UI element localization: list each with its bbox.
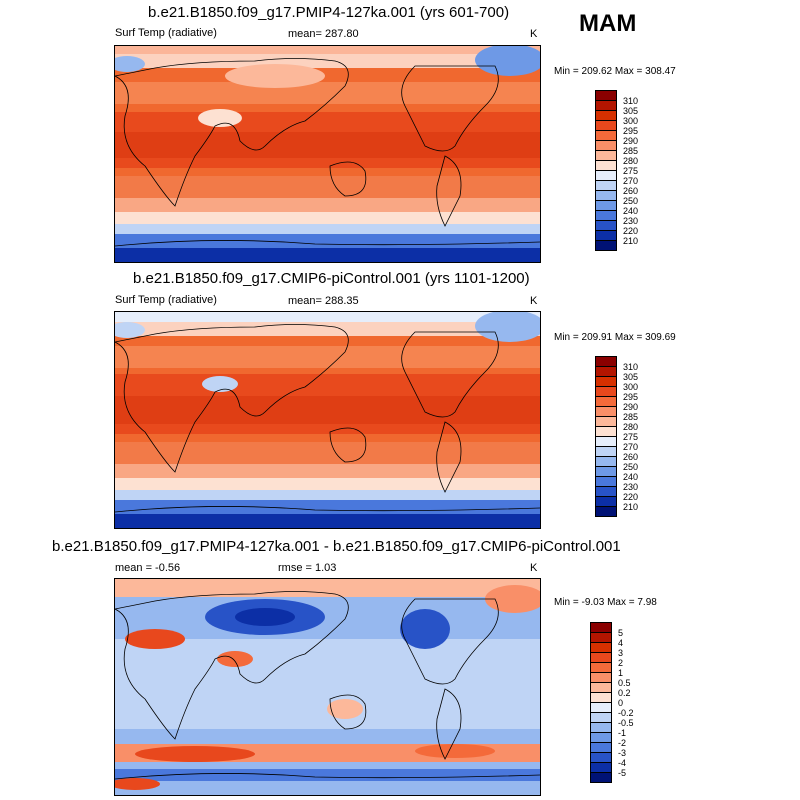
season-label: MAM xyxy=(579,10,637,37)
panel-1-map xyxy=(114,45,541,263)
panel-2-cbar-tick: 285 xyxy=(623,412,639,422)
panel-3-cbar-tick: 5 xyxy=(618,628,624,638)
panel-1-cbar-tick: 290 xyxy=(623,136,639,146)
panel-2-cbar-tick: 275 xyxy=(623,432,639,442)
panel-1-units-label: K xyxy=(530,28,538,40)
panel-3-minmax-label: Min = -9.03 Max = 7.98 xyxy=(554,597,657,608)
panel-1-cbar-tick: 280 xyxy=(623,156,639,166)
panel-1-cbar-tick: 210 xyxy=(623,236,639,246)
panel-3-cbar-tick: 0 xyxy=(618,698,624,708)
panel-2-cbar-tick: 310 xyxy=(623,362,639,372)
panel-2-cbar-tick: 280 xyxy=(623,422,639,432)
panel-1-cbar-tick: 260 xyxy=(623,186,639,196)
panel-3-cbar-tick: 2 xyxy=(618,658,624,668)
panel-2-cbar-tick: 300 xyxy=(623,382,639,392)
panel-2-cbar-swatch xyxy=(595,506,617,517)
panel-1-cbar-tick: 300 xyxy=(623,116,639,126)
panel-3-cbar-tick: 0.5 xyxy=(618,678,631,688)
panel-1-minmax-label: Min = 209.62 Max = 308.47 xyxy=(554,66,676,77)
panel-3-cbar-tick: -0.5 xyxy=(618,718,634,728)
panel-3-cbar-swatch xyxy=(590,772,612,783)
panel-3-cbar-tick: -2 xyxy=(618,738,627,748)
panel-1-cbar-tick: 220 xyxy=(623,226,639,236)
panel-2-mean-label: mean= 288.35 xyxy=(288,295,359,307)
panel-2-minmax-label: Min = 209.91 Max = 309.69 xyxy=(554,332,676,343)
panel-2-title: b.e21.B1850.f09_g17.CMIP6-piControl.001 … xyxy=(133,270,530,287)
panel-3-cbar-tick: 4 xyxy=(618,638,624,648)
panel-1-variable-label: Surf Temp (radiative) xyxy=(115,27,217,39)
panel-1-cbar-tick: 230 xyxy=(623,216,639,226)
panel-3-cbar-tick: 0.2 xyxy=(618,688,631,698)
panel-1-title: b.e21.B1850.f09_g17.PMIP4-127ka.001 (yrs… xyxy=(148,4,510,21)
panel-1-cbar-tick: 240 xyxy=(623,206,639,216)
panel-3-title: b.e21.B1850.f09_g17.PMIP4-127ka.001 - b.… xyxy=(52,538,621,555)
panel-2-cbar-tick: 210 xyxy=(623,502,639,512)
panel-3-cbar-tick: -4 xyxy=(618,758,627,768)
panel-3-cbar-tick: -3 xyxy=(618,748,627,758)
panel-3-cbar-tick: 3 xyxy=(618,648,624,658)
panel-2-units-label: K xyxy=(530,295,538,307)
panel-3-units-label: K xyxy=(530,562,538,574)
panel-2-cbar-tick: 220 xyxy=(623,492,639,502)
panel-3-cbar-tick: -0.2 xyxy=(618,708,634,718)
panel-3-cbar-tick: -1 xyxy=(618,728,627,738)
panel-1-cbar-tick: 270 xyxy=(623,176,639,186)
panel-1-cbar-tick: 310 xyxy=(623,96,639,106)
panel-2-variable-label: Surf Temp (radiative) xyxy=(115,294,217,306)
panel-2-map xyxy=(114,311,541,529)
panel-2-cbar-tick: 240 xyxy=(623,472,639,482)
panel-3-map xyxy=(114,578,541,796)
panel-1-cbar-tick: 285 xyxy=(623,146,639,156)
panel-2-cbar-tick: 250 xyxy=(623,462,639,472)
panel-2-cbar-tick: 305 xyxy=(623,372,639,382)
panel-1-cbar-swatch xyxy=(595,240,617,251)
panel-3-cbar-tick: -5 xyxy=(618,768,627,778)
panel-1-cbar-tick: 275 xyxy=(623,166,639,176)
panel-3-mean-label: mean = -0.56 xyxy=(115,562,181,574)
panel-1-cbar-tick: 295 xyxy=(623,126,639,136)
panel-2-cbar-tick: 260 xyxy=(623,452,639,462)
panel-2-cbar-tick: 295 xyxy=(623,392,639,402)
panel-2-cbar-tick: 290 xyxy=(623,402,639,412)
panel-1-mean-label: mean= 287.80 xyxy=(288,28,359,40)
panel-3-rmse-label: rmse = 1.03 xyxy=(278,562,337,574)
panel-2-cbar-tick: 230 xyxy=(623,482,639,492)
panel-3-cbar-tick: 1 xyxy=(618,668,624,678)
panel-1-cbar-tick: 305 xyxy=(623,106,639,116)
panel-1-cbar-tick: 250 xyxy=(623,196,639,206)
panel-2-cbar-tick: 270 xyxy=(623,442,639,452)
